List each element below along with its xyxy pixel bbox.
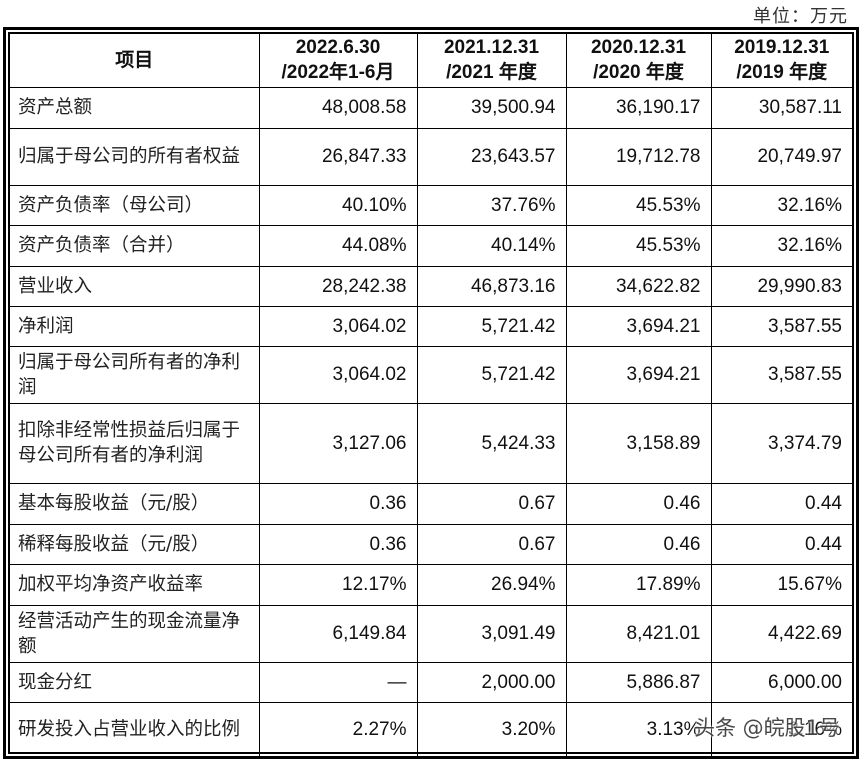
table-row: 加权平均净资产收益率 12.17% 26.94% 17.89% 15.67% (10, 563, 852, 606)
cell-value: 36,190.17 (565, 86, 712, 129)
row-label: 加权平均净资产收益率 (10, 563, 260, 606)
cell-value: 0.46 (565, 482, 712, 525)
cell-value: 5,886.87 (565, 661, 712, 703)
row-label: 资产负债率（合并） (10, 224, 260, 267)
cell-value: 40.10% (258, 184, 418, 226)
table-row: 资产负债率（母公司） 40.10% 37.76% 45.53% 32.16% (10, 184, 852, 226)
cell-value: 45.53% (565, 224, 712, 267)
cell-value: 0.44 (710, 482, 852, 525)
row-label: 基本每股收益（元/股） (10, 482, 260, 525)
row-label: 资产总额 (10, 86, 260, 129)
row-label: 扣除非经常性损益后归属于母公司所有者的净利润 (10, 402, 260, 484)
cell-value: 20,749.97 (710, 127, 852, 186)
row-label: 归属于母公司所有者的净利润 (10, 345, 260, 404)
header-col-2022h1: 2022.6.30 /2022年1-6月 (258, 34, 418, 88)
cell-value: 19,712.78 (565, 127, 712, 186)
cell-value: 2,000.00 (416, 661, 567, 703)
cell-value: 26.94% (416, 563, 567, 606)
table-row: 扣除非经常性损益后归属于母公司所有者的净利润 3,127.06 5,424.33… (10, 402, 852, 484)
cell-value: 39,500.94 (416, 86, 567, 129)
cell-value: 46,873.16 (416, 265, 567, 307)
cell-value: 5,721.42 (416, 305, 567, 347)
cell-value: 28,242.38 (258, 265, 418, 307)
cell-value: 6,000.00 (710, 661, 852, 703)
cell-value: 3,064.02 (258, 305, 418, 347)
header-item: 项目 (10, 34, 260, 88)
cell-value: 15.67% (710, 563, 852, 606)
cell-value: — (258, 661, 418, 703)
cell-value: 0.44 (710, 523, 852, 565)
cell-value: 3,587.55 (710, 345, 852, 404)
cell-value: 3,694.21 (565, 305, 712, 347)
cell-value: 32.16% (710, 184, 852, 226)
cell-value: 5,721.42 (416, 345, 567, 404)
table-row: 稀释每股收益（元/股） 0.36 0.67 0.46 0.44 (10, 523, 852, 565)
cell-value: 12.17% (258, 563, 418, 606)
header-col-2020: 2020.12.31 /2020 年度 (565, 34, 712, 88)
header-row: 项目 2022.6.30 /2022年1-6月 2021.12.31 /2021… (10, 34, 852, 88)
cell-value: 3,158.89 (565, 402, 712, 484)
table-row: 资产总额 48,008.58 39,500.94 36,190.17 30,58… (10, 86, 852, 129)
financial-data-table: 项目 2022.6.30 /2022年1-6月 2021.12.31 /2021… (10, 34, 852, 757)
row-label: 经营活动产生的现金流量净额 (10, 604, 260, 663)
row-label: 净利润 (10, 305, 260, 347)
cell-value: 0.36 (258, 482, 418, 525)
cell-value: 5,424.33 (416, 402, 567, 484)
row-label: 资产负债率（母公司） (10, 184, 260, 226)
table-row: 经营活动产生的现金流量净额 6,149.84 3,091.49 8,421.01… (10, 604, 852, 663)
table-row: 资产负债率（合并） 44.08% 40.14% 45.53% 32.16% (10, 224, 852, 267)
table-row: 现金分红 — 2,000.00 5,886.87 6,000.00 (10, 661, 852, 703)
cell-value: 3,127.06 (258, 402, 418, 484)
cell-value: 0.67 (416, 523, 567, 565)
table-row: 研发投入占营业收入的比例 2.27% 3.20% 3.13% 3.16% (10, 701, 852, 757)
cell-value: 29,990.83 (710, 265, 852, 307)
cell-value: 4,422.69 (710, 604, 852, 663)
table-row: 归属于母公司所有者的净利润 3,064.02 5,721.42 3,694.21… (10, 345, 852, 404)
cell-value: 23,643.57 (416, 127, 567, 186)
cell-value: 45.53% (565, 184, 712, 226)
table-frame: 项目 2022.6.30 /2022年1-6月 2021.12.31 /2021… (3, 27, 859, 759)
table-frame-inner: 项目 2022.6.30 /2022年1-6月 2021.12.31 /2021… (8, 32, 854, 757)
table-row: 基本每股收益（元/股） 0.36 0.67 0.46 0.44 (10, 482, 852, 525)
cell-value: 26,847.33 (258, 127, 418, 186)
header-col-2019: 2019.12.31 /2019 年度 (710, 34, 852, 88)
cell-value: 17.89% (565, 563, 712, 606)
cell-value: 48,008.58 (258, 86, 418, 129)
row-label: 现金分红 (10, 661, 260, 703)
cell-value: 30,587.11 (710, 86, 852, 129)
cell-value: 3.13% (565, 701, 712, 757)
cell-value: 2.27% (258, 701, 418, 757)
cell-value: 34,622.82 (565, 265, 712, 307)
table-row: 归属于母公司的所有者权益 26,847.33 23,643.57 19,712.… (10, 127, 852, 186)
cell-value: 3,374.79 (710, 402, 852, 484)
cell-value: 3.20% (416, 701, 567, 757)
cell-value: 37.76% (416, 184, 567, 226)
cell-value: 32.16% (710, 224, 852, 267)
cell-value: 44.08% (258, 224, 418, 267)
cell-value: 3.16% (710, 701, 852, 757)
header-col-2021: 2021.12.31 /2021 年度 (416, 34, 567, 88)
row-label: 归属于母公司的所有者权益 (10, 127, 260, 186)
cell-value: 0.46 (565, 523, 712, 565)
table-row: 营业收入 28,242.38 46,873.16 34,622.82 29,99… (10, 265, 852, 307)
cell-value: 3,064.02 (258, 345, 418, 404)
row-label: 营业收入 (10, 265, 260, 307)
row-label: 稀释每股收益（元/股） (10, 523, 260, 565)
cell-value: 6,149.84 (258, 604, 418, 663)
cell-value: 0.67 (416, 482, 567, 525)
cell-value: 3,587.55 (710, 305, 852, 347)
cell-value: 3,091.49 (416, 604, 567, 663)
cell-value: 3,694.21 (565, 345, 712, 404)
table-row: 净利润 3,064.02 5,721.42 3,694.21 3,587.55 (10, 305, 852, 347)
row-label: 研发投入占营业收入的比例 (10, 701, 260, 757)
cell-value: 40.14% (416, 224, 567, 267)
cell-value: 0.36 (258, 523, 418, 565)
unit-label: 单位：万元 (753, 6, 848, 27)
cell-value: 8,421.01 (565, 604, 712, 663)
